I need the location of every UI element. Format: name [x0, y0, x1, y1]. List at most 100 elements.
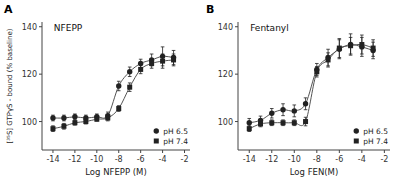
data-point	[280, 107, 285, 112]
fit-curve	[249, 44, 373, 122]
error-bar	[281, 104, 285, 116]
error-bar	[51, 126, 55, 132]
data-point	[326, 57, 331, 62]
error-cap	[338, 58, 342, 59]
error-cap	[172, 50, 176, 51]
data-point	[292, 108, 297, 113]
error-bar	[62, 123, 66, 129]
error-bar	[304, 98, 308, 110]
error-bar	[73, 120, 77, 125]
error-cap	[315, 76, 319, 77]
error-cap	[338, 57, 342, 58]
data-point	[303, 101, 308, 106]
error-bar	[247, 118, 251, 127]
x-axis-line	[238, 150, 390, 151]
data-point	[337, 46, 342, 51]
legend: pH 6.5pH 7.4	[154, 127, 189, 146]
error-cap	[304, 125, 308, 126]
plot-area	[50, 47, 176, 132]
y-tick	[39, 74, 42, 75]
x-tick-label: -8	[115, 155, 123, 164]
y-axis-label: [³⁵S] GTPγS - bound (% baseline)	[6, 28, 14, 143]
error-cap	[304, 117, 308, 118]
y-tick-label: 140	[22, 23, 37, 32]
error-bar	[349, 34, 353, 55]
error-cap	[150, 58, 154, 59]
title: NFEPP	[54, 23, 83, 33]
x-tick-label: -10	[288, 155, 301, 164]
error-cap	[326, 67, 330, 68]
data-point	[303, 119, 308, 124]
error-bar	[51, 115, 55, 121]
error-cap	[150, 68, 154, 69]
error-cap	[139, 73, 143, 74]
error-cap	[371, 39, 375, 40]
error-cap	[360, 35, 364, 36]
error-bar	[73, 114, 77, 120]
data-point	[116, 106, 121, 111]
error-cap	[292, 104, 296, 105]
error-cap	[315, 63, 319, 64]
y-tick-label: 100	[218, 118, 233, 127]
x-tick	[184, 150, 185, 153]
fit-curve	[249, 44, 373, 128]
fit-curve	[53, 56, 174, 118]
error-cap	[128, 76, 132, 77]
y-tick	[235, 26, 238, 27]
error-bar	[326, 53, 330, 67]
data-point	[72, 120, 77, 125]
error-cap	[259, 116, 263, 117]
error-cap	[371, 58, 375, 59]
legend-marker	[154, 139, 159, 144]
x-tick-label: -2	[181, 155, 189, 164]
error-cap	[304, 109, 308, 110]
error-bar	[247, 126, 251, 132]
data-point	[371, 46, 376, 51]
x-tick	[118, 150, 119, 153]
x-tick	[384, 150, 385, 153]
error-bar	[338, 39, 342, 58]
x-tick-label: -2	[380, 155, 388, 164]
error-cap	[371, 56, 375, 57]
error-bar	[117, 106, 121, 112]
data-point	[83, 119, 88, 124]
error-cap	[281, 103, 285, 104]
x-tick-label: -6	[335, 155, 343, 164]
data-point	[359, 42, 364, 47]
x-tick-label: -6	[137, 155, 145, 164]
error-cap	[292, 116, 296, 117]
legend-marker	[354, 139, 359, 144]
error-bar	[259, 121, 263, 127]
error-cap	[106, 112, 110, 113]
error-cap	[117, 90, 121, 91]
error-cap	[139, 59, 143, 60]
data-point	[94, 117, 99, 122]
error-cap	[150, 54, 154, 55]
data-point	[61, 115, 66, 120]
y-tick	[39, 121, 42, 122]
error-bar	[172, 54, 176, 66]
error-bar	[270, 120, 274, 126]
legend-marker	[354, 128, 359, 133]
x-tick	[74, 150, 75, 153]
error-cap	[128, 67, 132, 68]
error-bar	[117, 81, 121, 90]
y-tick	[235, 74, 238, 75]
chart: 100120140-14-12-10-8-6-4-2Log NFEPP (M)[…	[0, 0, 400, 185]
data-point	[247, 126, 252, 131]
x-tick-label: -14	[243, 155, 256, 164]
error-cap	[326, 52, 330, 53]
error-bar	[304, 117, 308, 126]
error-bar	[139, 65, 143, 74]
plot-area	[247, 34, 376, 132]
y-tick-label: 120	[218, 70, 233, 79]
panel-label: A	[4, 3, 13, 16]
error-bar	[270, 109, 274, 118]
error-cap	[161, 54, 165, 55]
error-cap	[338, 38, 342, 39]
x-tick-label: -12	[265, 155, 278, 164]
error-bar	[281, 120, 285, 126]
legend-label: pH 7.4	[363, 137, 388, 146]
legend-label: pH 7.4	[163, 137, 188, 146]
legend-label: pH 6.5	[363, 127, 388, 136]
